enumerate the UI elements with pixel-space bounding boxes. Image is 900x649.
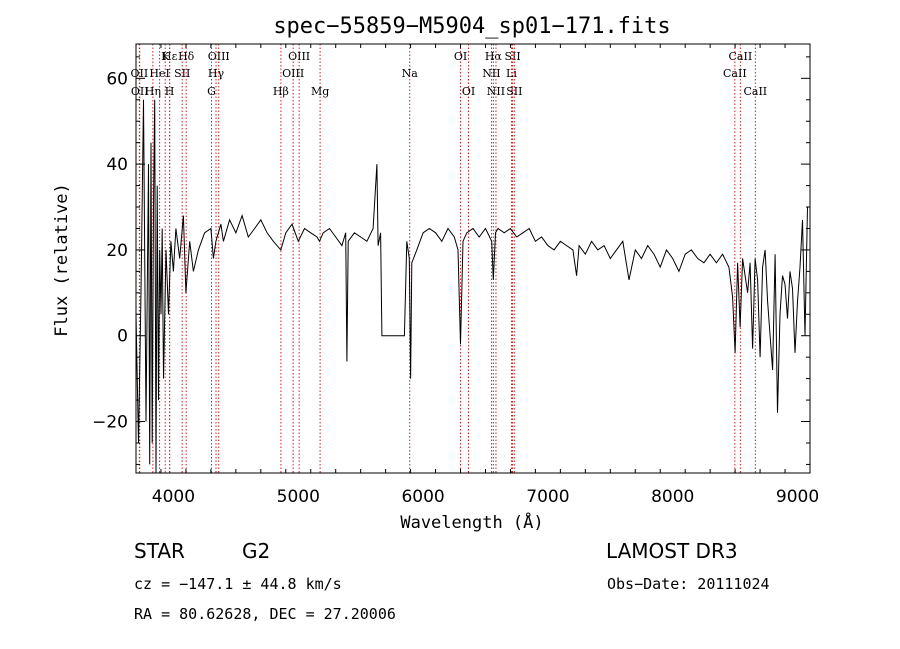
y-tick-label: 60 <box>106 69 128 89</box>
coordinates: RA = 80.62628, DEC = 27.20006 <box>134 605 396 623</box>
line-label: Hε <box>162 50 178 63</box>
y-tick-label: 20 <box>106 241 128 261</box>
line-label: Hδ <box>178 50 195 63</box>
x-tick-label: 4000 <box>152 487 195 507</box>
line-label: OII <box>131 85 149 98</box>
y-axis-label: Flux (relative) <box>52 183 72 337</box>
line-label: H <box>165 85 175 98</box>
emission-line-markers: HεOIIOIIHeIHηKHSIIHδOIIIHγGOIIIOIIIHβMgN… <box>131 44 767 473</box>
x-tick-label: 5000 <box>277 487 320 507</box>
line-label: OIII <box>282 67 304 80</box>
line-label: Hα <box>485 50 503 63</box>
x-tick-label: 9000 <box>776 487 819 507</box>
survey-name: LAMOST DR3 <box>606 539 738 563</box>
redshift-velocity: cz = −147.1 ± 44.8 km/s <box>134 575 342 593</box>
object-subclass: G2 <box>242 539 270 563</box>
line-label: CaII <box>729 50 753 63</box>
line-label: Hβ <box>273 85 289 98</box>
y-tick-label: 0 <box>117 327 128 347</box>
x-axis: 4000 5000 6000 7000 8000 9000 <box>135 44 819 507</box>
observation-date: Obs−Date: 20111024 <box>607 575 770 593</box>
x-axis-label: Wavelength (Å) <box>400 511 543 533</box>
line-label: OIII <box>288 50 310 63</box>
line-label: SII <box>174 67 190 80</box>
line-label: Mg <box>311 85 329 98</box>
line-label: NII <box>482 67 500 80</box>
line-label: SII <box>506 85 522 98</box>
line-label: OIII <box>208 50 230 63</box>
line-label: OI <box>454 50 467 63</box>
line-label: OI <box>462 85 475 98</box>
line-label: Na <box>402 67 419 80</box>
chart-title: spec−55859−M5904_sp01−171.fits <box>273 14 670 39</box>
x-tick-label: 6000 <box>401 487 444 507</box>
line-label: NII <box>487 85 505 98</box>
line-label: CaII <box>723 67 747 80</box>
spectrum-line <box>135 99 808 474</box>
line-label: Li <box>506 67 517 80</box>
plot-frame <box>135 43 811 474</box>
y-tick-label: −20 <box>92 413 128 433</box>
line-label: K <box>161 50 170 63</box>
y-axis: −20 0 20 40 60 <box>92 56 810 465</box>
spectrum-series <box>135 99 808 474</box>
x-tick-label: 8000 <box>651 487 694 507</box>
y-tick-label: 40 <box>106 155 128 175</box>
line-label: HeI <box>149 67 169 80</box>
line-label: Hη <box>145 85 161 98</box>
line-label: G <box>207 85 216 98</box>
line-label: SII <box>504 50 520 63</box>
object-class: STAR <box>134 539 185 563</box>
line-label: CaII <box>743 85 767 98</box>
line-label: Hγ <box>208 67 225 80</box>
x-tick-label: 7000 <box>526 487 569 507</box>
